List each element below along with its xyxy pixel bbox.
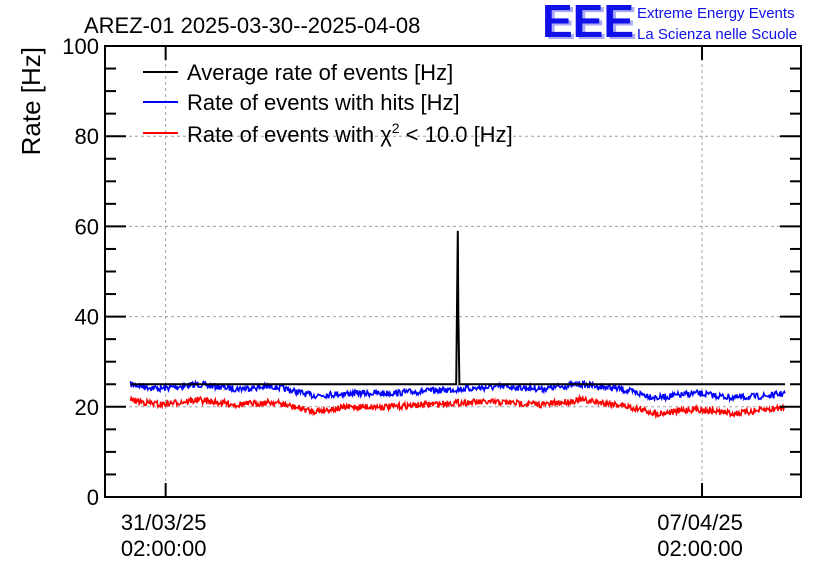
legend-label-average: Average rate of events [Hz]	[187, 60, 453, 85]
eee-logo-shadow: EEE	[545, 0, 637, 49]
x-tick-label-date: 31/03/25	[121, 510, 207, 535]
eee-logo-line1: Extreme Energy Events	[637, 5, 795, 22]
x-tick-label-time: 02:00:00	[121, 536, 207, 561]
y-tick-label: 40	[75, 305, 99, 330]
y-axis-label: Rate [Hz]	[16, 47, 46, 155]
grid	[105, 46, 801, 497]
tick-labels: 02040608010031/03/2502:00:0007/04/2502:0…	[62, 34, 743, 561]
legend-label-hits: Rate of events with hits [Hz]	[187, 90, 460, 115]
eee-logo-line2: La Scienza nelle Scuole	[637, 26, 797, 43]
eee-logo: EEE EEE Extreme Energy Events La Scienza…	[542, 0, 797, 49]
series-line-average	[130, 230, 785, 386]
x-tick-label-date: 07/04/25	[657, 510, 743, 535]
x-tick-label-time: 02:00:00	[657, 536, 743, 561]
legend-label-chi2: Rate of events with χ2 < 10.0 [Hz]	[187, 120, 513, 147]
y-tick-label: 100	[62, 34, 99, 59]
series-group	[129, 230, 786, 420]
axis-ticks	[105, 45, 801, 498]
series-line-hits	[129, 379, 786, 404]
eee-logo-letters: EEE	[542, 0, 634, 47]
y-tick-label: 0	[87, 485, 99, 510]
series-line-chi2	[129, 393, 786, 420]
y-tick-label: 80	[75, 124, 99, 149]
y-tick-label: 20	[75, 395, 99, 420]
y-tick-label: 60	[75, 214, 99, 239]
legend: Average rate of events [Hz] Rate of even…	[143, 60, 513, 147]
chart-title: AREZ-01 2025-03-30--2025-04-08	[84, 13, 420, 38]
